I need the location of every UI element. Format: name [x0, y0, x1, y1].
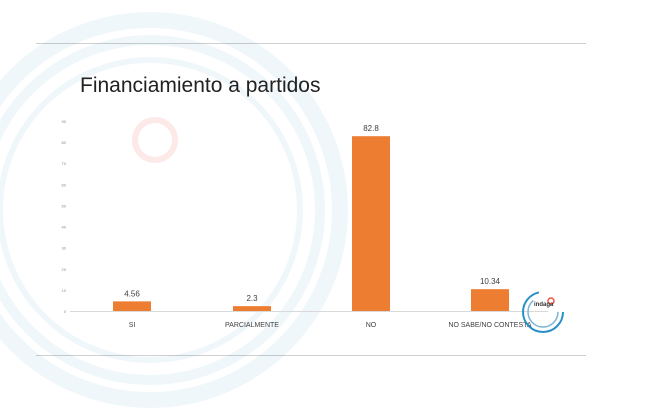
background-decoration [0, 12, 348, 408]
category-label: SI [129, 322, 136, 329]
data-label: 82.8 [363, 124, 379, 133]
y-tick-label: 10 [62, 288, 67, 293]
background-ring [0, 12, 348, 408]
background-accent-ring [132, 117, 178, 163]
logo-dot [547, 297, 555, 305]
top-divider [36, 43, 586, 44]
category-labels: SI PARCIALMENTE NO NO SABE/NO CONTESTA [129, 322, 532, 329]
bottom-divider [36, 355, 586, 356]
y-tick-label: 30 [62, 246, 67, 251]
logo-text: indaga [534, 302, 554, 308]
chart-title: Financiamiento a partidos [80, 74, 321, 97]
category-label: PARCIALMENTE [225, 322, 279, 329]
bar [113, 301, 151, 311]
category-label: NO SABE/NO CONTESTA [448, 322, 531, 329]
y-tick-label: 40 [62, 225, 67, 230]
data-label: 10.34 [480, 277, 501, 286]
y-tick-label: 60 [62, 182, 67, 187]
data-labels: 4.56 2.3 82.8 10.34 [124, 124, 500, 303]
bar [471, 289, 509, 311]
bars [113, 136, 509, 311]
logo-ring-inner [527, 296, 559, 328]
y-tick-label: 80 [62, 140, 67, 145]
data-label: 2.3 [246, 294, 258, 303]
y-tick-label: 90 [62, 119, 67, 124]
y-tick-label: 50 [62, 203, 67, 208]
indaga-logo-icon [522, 291, 564, 333]
y-tick-label: 20 [62, 267, 67, 272]
y-axis-ticks: 0 10 20 30 40 50 60 70 80 90 [62, 119, 67, 314]
category-label: NO [366, 322, 377, 329]
background-ring [0, 57, 303, 363]
bar [233, 306, 271, 311]
y-tick-label: 0 [64, 309, 67, 314]
bar [352, 136, 390, 311]
data-label: 4.56 [124, 289, 140, 298]
logo-ring-outer [522, 291, 564, 333]
background-ring [0, 35, 325, 385]
y-tick-label: 70 [62, 161, 67, 166]
